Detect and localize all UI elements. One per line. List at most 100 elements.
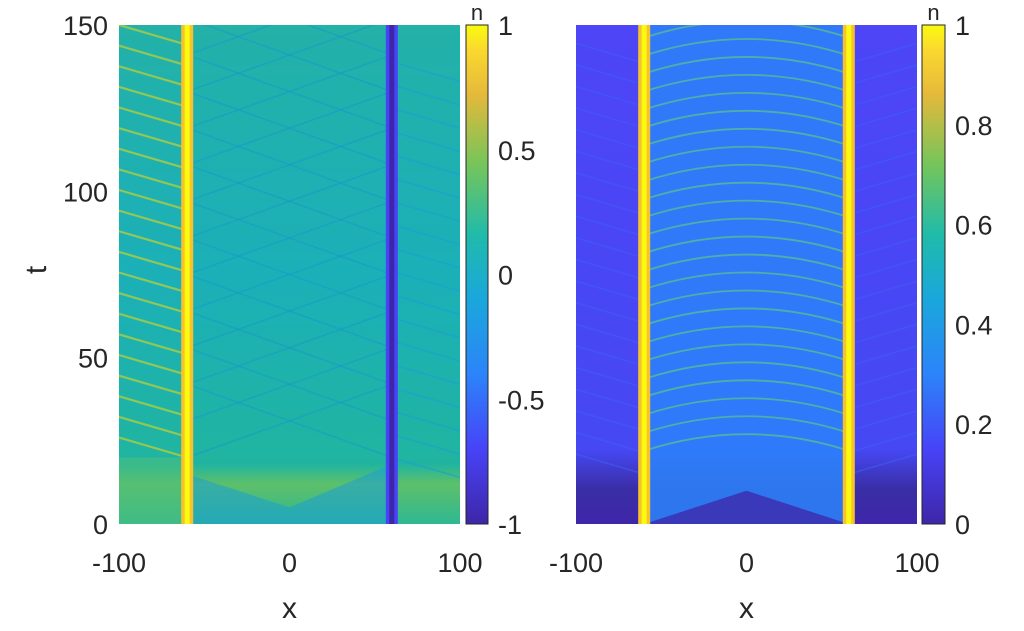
wave-streak (119, 250, 188, 273)
wave-streak (848, 107, 917, 129)
left-colorbar-label: n (471, 0, 483, 25)
wave-streak (643, 289, 850, 308)
wave-streak (391, 363, 460, 386)
wave-streak (848, 453, 917, 475)
wave-streak (643, 199, 850, 219)
wave-streak (119, 333, 188, 356)
colorbar-tick-label: 0 (955, 510, 970, 540)
wave-streak (576, 431, 645, 454)
wave-streak (119, 147, 188, 170)
wave-streak (391, 386, 460, 409)
left-colorbar-gradient (465, 24, 489, 525)
wave-streak (848, 366, 917, 389)
wave-streak (576, 172, 645, 194)
wave-streak (643, 38, 850, 57)
wave-streak (391, 130, 460, 153)
wave-streak (576, 64, 645, 86)
wave-streak (186, 346, 393, 422)
wave-streak (186, 54, 393, 129)
wave-streak (848, 431, 917, 454)
wave-streak (848, 85, 917, 108)
wave-streak (576, 345, 645, 367)
heatmap-region (644, 490, 849, 524)
wave-streak (643, 127, 850, 147)
wave-streak (643, 74, 850, 93)
colorbar-tick-label: 0.6 (955, 211, 993, 241)
wave-streak (186, 310, 393, 386)
wave-streak (643, 110, 850, 129)
bright-soliton-core (184, 25, 190, 524)
tick-label: -100 (92, 548, 146, 578)
colorbar-tick-label: -1 (498, 510, 522, 540)
left-soliton-core (641, 25, 647, 524)
left-y-axis-label: t (20, 265, 53, 274)
wave-streak (119, 106, 188, 129)
wave-streak (119, 436, 188, 459)
right-colorbar: n 0 0.2 0.4 0.6 0.8 1 (921, 0, 993, 540)
wave-streak (643, 235, 850, 255)
wave-streak (391, 247, 460, 269)
right-x-axis-label: x (739, 592, 754, 625)
wave-streak (643, 56, 850, 75)
wave-streak (186, 200, 393, 276)
wave-streak (848, 129, 917, 151)
right-soliton-core (846, 25, 852, 524)
wave-streak (186, 90, 393, 166)
wave-streak (186, 383, 393, 459)
colorbar-tick-label: 0 (498, 261, 513, 291)
wave-streak (643, 433, 850, 452)
wave-streak (186, 127, 393, 203)
colorbar-tick-label: 1 (955, 11, 970, 41)
wave-streak (119, 168, 188, 191)
wave-streak (119, 85, 188, 108)
heatmap-region (119, 457, 188, 524)
wave-streak (119, 230, 188, 253)
wave-streak (391, 177, 460, 199)
right-colorbar-label: n (927, 0, 939, 25)
wave-streak (848, 388, 917, 410)
colorbar-tick-label: 0.5 (498, 136, 536, 166)
left-colorbar: n -1 -0.5 0 0.5 1 (465, 0, 545, 540)
wave-streak (643, 181, 850, 201)
left-x-axis-label: x (282, 592, 297, 625)
wave-streak (848, 150, 917, 173)
tick-label: 0 (93, 510, 108, 540)
wave-streak (391, 293, 460, 316)
wave-streak (119, 292, 188, 315)
wave-streak (576, 193, 645, 216)
left-heatmap (119, 25, 460, 524)
left-y-ticks: 0 50 100 150 (63, 11, 108, 540)
wave-streak (576, 280, 645, 302)
wave-streak (576, 258, 645, 281)
tick-label: 150 (63, 11, 108, 41)
wave-streak (305, 25, 393, 56)
heatmap-region (644, 25, 849, 524)
wave-streak (643, 217, 850, 237)
wave-streak (391, 84, 460, 106)
wave-streak (119, 44, 188, 67)
wave-streak (391, 456, 460, 479)
wave-streak (119, 209, 188, 232)
wave-streak (643, 325, 850, 344)
wave-streak (576, 453, 645, 475)
wave-streak (643, 307, 850, 326)
wave-streak (119, 127, 188, 150)
wave-streak (391, 200, 460, 223)
wave-streak (848, 410, 917, 432)
wave-streak (576, 215, 645, 238)
wave-streak (576, 388, 645, 410)
wave-streak (185, 25, 188, 26)
wave-streak (576, 237, 645, 259)
wave-streak (119, 374, 188, 397)
wave-streak (119, 395, 188, 418)
colorbar-tick-label: 0.8 (955, 111, 993, 141)
right-x-ticks: -100 0 100 (549, 548, 940, 578)
wave-streak (391, 60, 460, 83)
wave-streak (643, 361, 850, 380)
wave-streak (848, 172, 917, 194)
wave-streak (186, 163, 393, 239)
left-x-ticks: -100 0 100 (92, 548, 483, 578)
wave-streak (643, 379, 850, 398)
wave-streak (848, 64, 917, 86)
